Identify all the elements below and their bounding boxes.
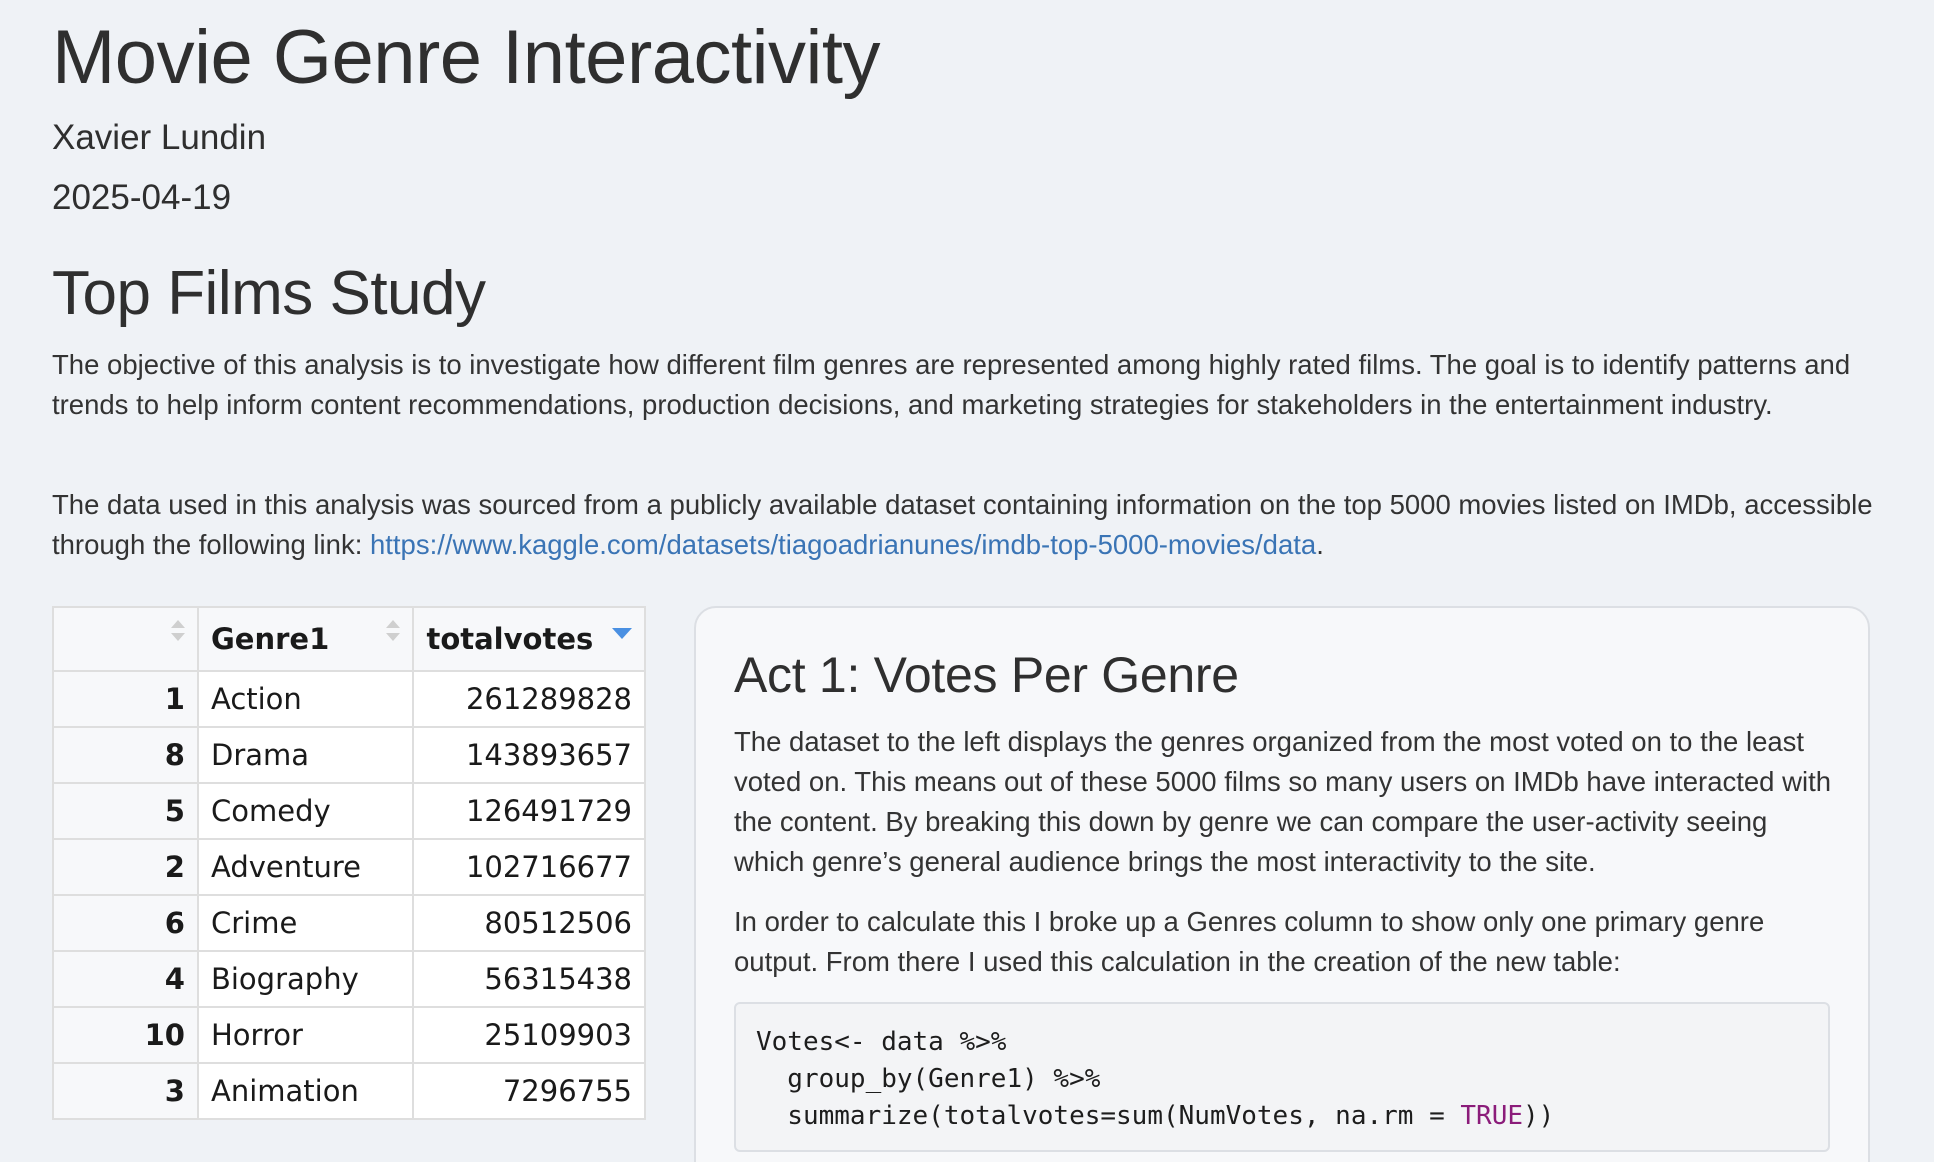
code-line: Votes<- data %>% [756,1027,1007,1057]
column-header-totalvotes[interactable]: totalvotes [412,606,646,672]
row-index-cell: 3 [52,1062,199,1120]
votes-per-genre-card: Act 1: Votes Per Genre The dataset to th… [694,606,1870,1162]
data-source-suffix: . [1316,529,1324,560]
votes-table: Genre1 totalvotes 1 Action 261289828 8 Drama… [52,606,646,1120]
genre-cell: Adventure [196,838,415,896]
table-row[interactable]: 10 Horror 25109903 [52,1006,646,1064]
data-source-text: The data used in this analysis was sourc… [52,489,1873,560]
row-index-cell: 5 [52,782,199,840]
genre-cell: Action [196,670,415,728]
genre-cell: Crime [196,894,415,952]
row-index-cell: 4 [52,950,199,1008]
page-title: Movie Genre Interactivity [52,15,881,100]
table-header-row: Genre1 totalvotes [52,606,646,672]
table-row[interactable]: 6 Crime 80512506 [52,894,646,952]
genre-cell: Drama [196,726,415,784]
section-title: Top Films Study [52,259,486,328]
code-block[interactable]: Votes<- data %>% group_by(Genre1) %>% su… [734,1002,1830,1152]
row-index-cell: 6 [52,894,199,952]
total-votes-cell: 80512506 [412,894,646,952]
table-row[interactable]: 5 Comedy 126491729 [52,782,646,840]
total-votes-cell: 102716677 [412,838,646,896]
total-votes-cell: 56315438 [412,950,646,1008]
code-line: group_by(Genre1) %>% [756,1064,1101,1094]
row-index-cell: 2 [52,838,199,896]
total-votes-cell: 261289828 [412,670,646,728]
card-paragraph-calculation: In order to calculate this I broke up a … [734,906,1765,977]
table-row[interactable]: 1 Action 261289828 [52,670,646,728]
total-votes-cell: 25109903 [412,1006,646,1064]
table-row[interactable]: 8 Drama 143893657 [52,726,646,784]
table-row[interactable]: 3 Animation 7296755 [52,1062,646,1120]
votes-table-container: Genre1 totalvotes 1 Action 261289828 8 Drama… [52,606,646,1162]
sort-arrows-icon [386,620,401,644]
table-row[interactable]: 4 Biography 56315438 [52,950,646,1008]
kaggle-dataset-link[interactable]: https://www.kaggle.com/datasets/tiagoadr… [369,529,1317,560]
row-index-cell: 10 [52,1006,199,1064]
genre-cell: Horror [196,1006,415,1064]
row-index-cell: 8 [52,726,199,784]
column-header-label: totalvotes [426,622,594,656]
total-votes-cell: 126491729 [412,782,646,840]
sort-arrows-icon [170,620,185,644]
card-title: Act 1: Votes Per Genre [734,647,1239,703]
table-row[interactable]: 2 Adventure 102716677 [52,838,646,896]
sort-descending-icon [612,628,632,639]
genre-cell: Animation [196,1062,415,1120]
intro-paragraph-objective: The objective of this analysis is to inv… [52,349,1851,420]
publish-date: 2025-04-19 [52,178,232,217]
total-votes-cell: 143893657 [412,726,646,784]
total-votes-cell: 7296755 [412,1062,646,1120]
row-index-cell: 1 [52,670,199,728]
code-line: summarize(totalvotes=sum(NumVotes, na.rm… [756,1101,1555,1131]
column-header-genre1[interactable]: Genre1 [196,606,415,672]
genre-cell: Comedy [196,782,415,840]
column-header-label: Genre1 [210,622,330,656]
column-header-index[interactable] [52,606,199,672]
card-paragraph-explanation: The dataset to the left displays the gen… [734,726,1832,877]
intro-paragraph-data-source: The data used in this analysis was sourc… [52,485,1882,565]
code-keyword: TRUE [1460,1101,1524,1131]
author-name: Xavier Lundin [52,118,267,157]
genre-cell: Biography [196,950,415,1008]
